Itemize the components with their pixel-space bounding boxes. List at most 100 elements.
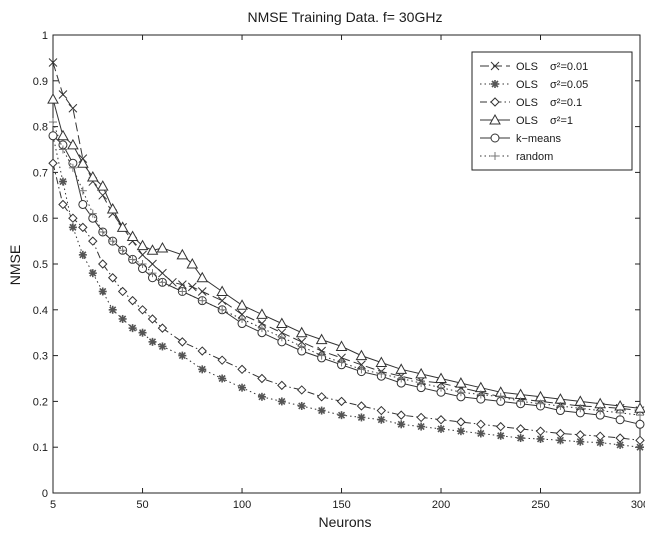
legend-marker-4: [490, 133, 500, 143]
series-2-point: [237, 364, 247, 375]
series-2-point: [356, 401, 367, 411]
series-3-point: [355, 349, 368, 361]
series-5-point: [118, 246, 127, 255]
series-1-point: [516, 434, 525, 443]
series-5-point: [238, 314, 247, 323]
series-2-point: [316, 392, 327, 402]
series-3-point: [216, 285, 228, 296]
series-1-point: [357, 413, 366, 422]
series-1-point: [337, 411, 346, 420]
legend-marker-5: [491, 152, 499, 160]
series-5-point: [297, 342, 306, 351]
series-1-point: [118, 314, 127, 323]
series-3-point: [295, 326, 308, 338]
y-tick-label: 0.1: [33, 442, 48, 454]
series-1-point: [257, 392, 266, 401]
series-line-0: [52, 62, 641, 412]
series-0-point: [187, 282, 197, 292]
series-1-point: [128, 324, 137, 333]
series-1-point: [317, 406, 326, 415]
series-2-point: [107, 273, 118, 283]
series-1-point: [138, 328, 147, 337]
series-3-point: [415, 367, 427, 379]
series-2-point: [376, 405, 387, 416]
series-2-point: [197, 346, 207, 356]
series-3-point: [57, 129, 69, 141]
series-2-point: [535, 426, 546, 436]
series-0-point: [168, 277, 177, 287]
series-2-point: [78, 222, 88, 233]
series-2-point: [58, 199, 68, 210]
series-0-point: [277, 328, 287, 338]
series-3-point: [96, 180, 109, 191]
series-1-point: [98, 287, 107, 296]
series-5-point: [178, 287, 187, 296]
series-4-point: [635, 419, 645, 429]
series-3-point: [86, 170, 99, 182]
series-line-2: [52, 163, 641, 441]
x-axis-label: Neurons: [319, 514, 372, 530]
series-2-point: [137, 305, 148, 315]
series-5-point: [417, 379, 426, 388]
series-1-point: [158, 342, 167, 351]
series-3-point: [395, 363, 408, 374]
series-5-point: [58, 145, 67, 154]
series-0-point: [148, 259, 157, 269]
series-5-point: [68, 163, 77, 172]
series-1-point: [496, 431, 505, 440]
series-1-point: [417, 422, 426, 431]
series-0-point: [48, 58, 58, 67]
series-2-point: [456, 417, 466, 427]
series-3-point: [196, 271, 209, 283]
series-5-point: [556, 401, 565, 410]
series-2-point: [257, 373, 267, 384]
series-5-point: [88, 209, 97, 218]
legend-marker-0: [490, 61, 500, 71]
series-2-point: [635, 435, 645, 446]
series-2-point: [177, 337, 188, 347]
y-tick-label: 1: [42, 30, 48, 42]
series-5-point: [397, 374, 406, 383]
legend-box: [471, 51, 633, 171]
series-5-point: [198, 296, 207, 305]
series-2-point: [575, 430, 586, 440]
legend-sigma-1: σ²=0.05: [550, 79, 588, 91]
series-5-point: [49, 118, 57, 127]
series-0-point: [158, 268, 167, 278]
y-tick-label: 0.9: [33, 76, 48, 88]
series-2-point: [555, 428, 566, 439]
chart-title: NMSE Training Data. f= 30GHz: [248, 9, 443, 25]
series-2-point: [297, 385, 307, 395]
series-2-point: [595, 431, 605, 441]
series-2-point: [515, 424, 526, 434]
series-2-point: [157, 323, 168, 333]
series-5-point: [317, 351, 326, 360]
series-0-point: [68, 103, 78, 113]
series-5-point: [536, 399, 545, 408]
series-4-point: [48, 131, 58, 141]
series-3-point: [275, 317, 288, 329]
series-2-point: [277, 380, 287, 391]
series-0-point: [217, 296, 227, 305]
series-1-point: [58, 177, 67, 186]
series-3-point: [106, 203, 119, 214]
plot-area: 5 50 100 150 200 250 300 0 0.1 0.2 0.3 0.4 0.5 0.6 0.7…: [33, 30, 645, 511]
series-5-point: [576, 404, 585, 413]
legend-label-4: k−means: [516, 133, 561, 145]
legend-marker-2: [490, 97, 500, 107]
series-3-point: [47, 93, 59, 104]
legend-marker-1: [491, 80, 499, 88]
series-1-point: [238, 383, 247, 392]
series-5-point: [476, 390, 485, 399]
series-3-point: [256, 308, 268, 319]
series-1-point: [476, 429, 485, 438]
x-tick-label: 150: [332, 499, 350, 511]
legend-sigma-0: σ²=0.01: [550, 61, 588, 73]
series-3-point: [315, 333, 328, 345]
series-0-point: [257, 319, 267, 328]
series-1-point: [456, 427, 465, 436]
series-2-point: [336, 396, 347, 407]
series-0-point: [357, 360, 366, 370]
series-2-point: [127, 295, 138, 306]
